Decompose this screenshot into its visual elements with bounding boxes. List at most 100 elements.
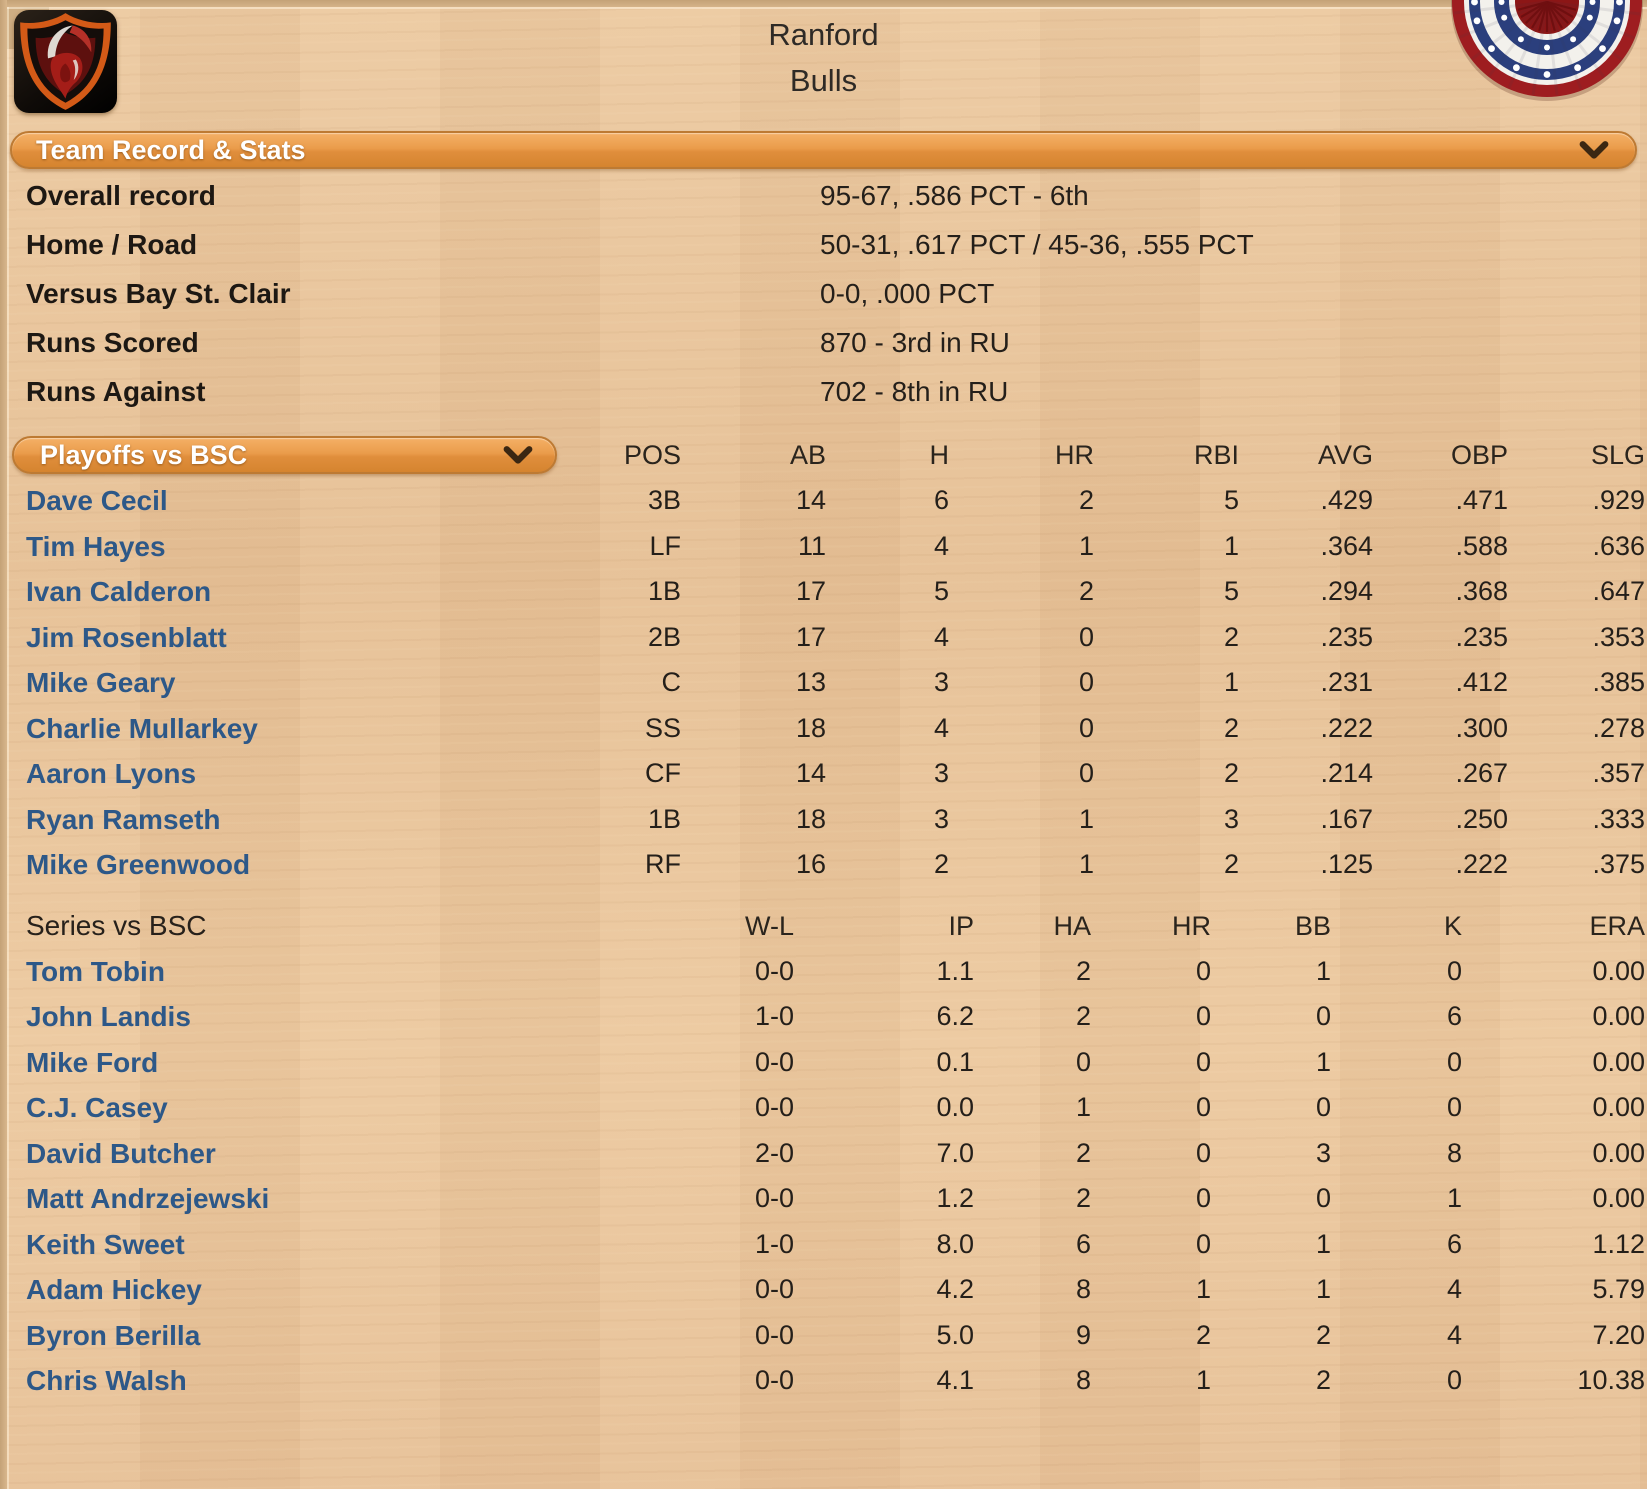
stat-pos: 2B [647,621,681,652]
stat-h: 4 [933,621,949,652]
stat-k: 0 [1446,955,1462,986]
stat-bb: 0 [1315,1001,1331,1031]
player-name-link[interactable]: Aaron Lyons [26,758,197,789]
stat-avg: .294 [1320,576,1373,606]
record-label: Versus Bay St. Clair [26,278,291,309]
column-header-pos: POS [623,440,681,470]
stat-era: 1.12 [1592,1228,1645,1259]
player-name-link[interactable]: Ivan Calderon [26,576,212,607]
stat-ip: 5.0 [936,1319,974,1350]
chevron-down-icon[interactable] [1579,141,1609,160]
stat-hr: 0 [1195,1092,1211,1122]
stat-wl: 0-0 [754,1365,794,1395]
record-row: Versus Bay St. Clair 0-0, .000 PCT [0,269,1647,318]
stat-wl: 1-0 [754,1228,794,1259]
stat-obp: .300 [1455,712,1508,743]
stat-slg: .278 [1592,712,1645,743]
pitcher-row: Matt Andrzejewski 0-0 1.2 2 0 0 1 0.00 [0,1176,1647,1222]
stat-ha: 8 [1075,1274,1091,1304]
stat-ab: 16 [795,849,826,879]
player-name-link[interactable]: Tim Hayes [26,530,166,562]
stat-bb: 0 [1315,1092,1331,1122]
stat-wl: 1-0 [754,1001,794,1031]
batter-row: Mike Geary C 13 3 0 1 .231 .412 .385 [0,660,1647,706]
player-name-link[interactable]: C.J. Casey [26,1092,168,1123]
stat-era: 0.00 [1592,1183,1645,1213]
panel-top-highlight [7,7,1647,9]
stat-hr: 0 [1078,712,1094,743]
player-name-link[interactable]: Byron Berilla [26,1319,201,1351]
column-header-rbi: RBI [1193,440,1239,470]
stat-rbi: 2 [1223,849,1239,879]
stat-hr: 1 [1195,1274,1211,1304]
stat-hr: 1 [1078,530,1094,561]
team-record-stats-header-bar[interactable]: Team Record & Stats [10,131,1637,169]
player-name-link[interactable]: Mike Greenwood [26,849,251,880]
stat-rbi: 1 [1223,667,1239,697]
stat-slg: .636 [1592,530,1645,561]
stat-k: 8 [1446,1137,1462,1168]
record-row: Runs Against 702 - 8th in RU [0,367,1647,416]
batter-row: Mike Greenwood RF 16 2 1 2 .125 .222 .37… [0,842,1647,888]
stat-bb: 1 [1315,955,1331,986]
record-row: Runs Scored 870 - 3rd in RU [0,318,1647,367]
player-name-link[interactable]: Ryan Ramseth [26,803,221,835]
player-name-link[interactable]: Charlie Mullarkey [26,712,258,744]
player-name-link[interactable]: Matt Andrzejewski [26,1183,270,1214]
stat-h: 4 [933,712,949,743]
stat-obp: .471 [1455,485,1508,515]
stat-h: 6 [933,485,949,515]
stat-ip: 8.0 [936,1228,974,1259]
stat-h: 3 [933,803,949,834]
stat-hr: 0 [1195,1183,1211,1213]
player-name-link[interactable]: John Landis [26,1001,191,1032]
player-name-link[interactable]: Dave Cecil [26,485,168,516]
player-name-link[interactable]: Chris Walsh [26,1365,187,1396]
stat-ab: 14 [795,758,826,788]
record-label: Runs Scored [26,327,199,358]
column-header-h: H [929,440,950,470]
stat-bb: 1 [1315,1046,1331,1077]
playoffs-vs-bsc-dropdown[interactable]: Playoffs vs BSC [12,436,557,474]
stat-ip: 0.1 [936,1046,974,1077]
stat-obp: .250 [1455,803,1508,834]
stat-ha: 9 [1075,1319,1091,1350]
pitcher-row: Tom Tobin 0-0 1.1 2 0 1 0 0.00 [0,949,1647,995]
player-name-link[interactable]: Adam Hickey [26,1274,202,1305]
chevron-down-icon[interactable] [503,446,533,465]
stat-hr: 0 [1195,955,1211,986]
player-name-link[interactable]: Keith Sweet [26,1228,185,1260]
stat-wl: 0-0 [754,955,794,986]
stat-k: 0 [1446,1365,1462,1395]
stat-rbi: 1 [1223,530,1239,561]
stat-pos: 3B [647,485,681,515]
stat-ip: 0.0 [936,1092,974,1122]
batter-row: Charlie Mullarkey SS 18 4 0 2 .222 .300 … [0,706,1647,752]
column-header-wl: W-L [744,910,794,941]
stat-slg: .385 [1592,667,1645,697]
stat-k: 0 [1446,1092,1462,1122]
record-label: Runs Against [26,376,206,407]
stat-h: 4 [933,530,949,561]
pitcher-row: Keith Sweet 1-0 8.0 6 0 1 6 1.12 [0,1222,1647,1268]
stat-ip: 4.1 [936,1365,974,1395]
record-label: Overall record [26,180,216,211]
pitcher-row: Byron Berilla 0-0 5.0 9 2 2 4 7.20 [0,1313,1647,1359]
batter-row: Ryan Ramseth 1B 18 3 1 3 .167 .250 .333 [0,797,1647,843]
player-name-link[interactable]: David Butcher [26,1137,216,1169]
record-value: 870 - 3rd in RU [820,327,1010,358]
stat-slg: .333 [1592,803,1645,834]
stat-bb: 1 [1315,1228,1331,1259]
stat-hr: 0 [1195,1001,1211,1031]
stat-era: 10.38 [1577,1365,1645,1395]
stat-k: 4 [1446,1319,1462,1350]
team-logo[interactable] [14,10,117,113]
player-name-link[interactable]: Mike Ford [26,1046,159,1078]
player-name-link[interactable]: Tom Tobin [26,955,165,987]
stat-obp: .412 [1455,667,1508,697]
player-name-link[interactable]: Mike Geary [26,667,176,698]
stat-slg: .375 [1592,849,1645,879]
player-name-link[interactable]: Jim Rosenblatt [26,621,227,653]
pitcher-row: Adam Hickey 0-0 4.2 8 1 1 4 5.79 [0,1267,1647,1313]
